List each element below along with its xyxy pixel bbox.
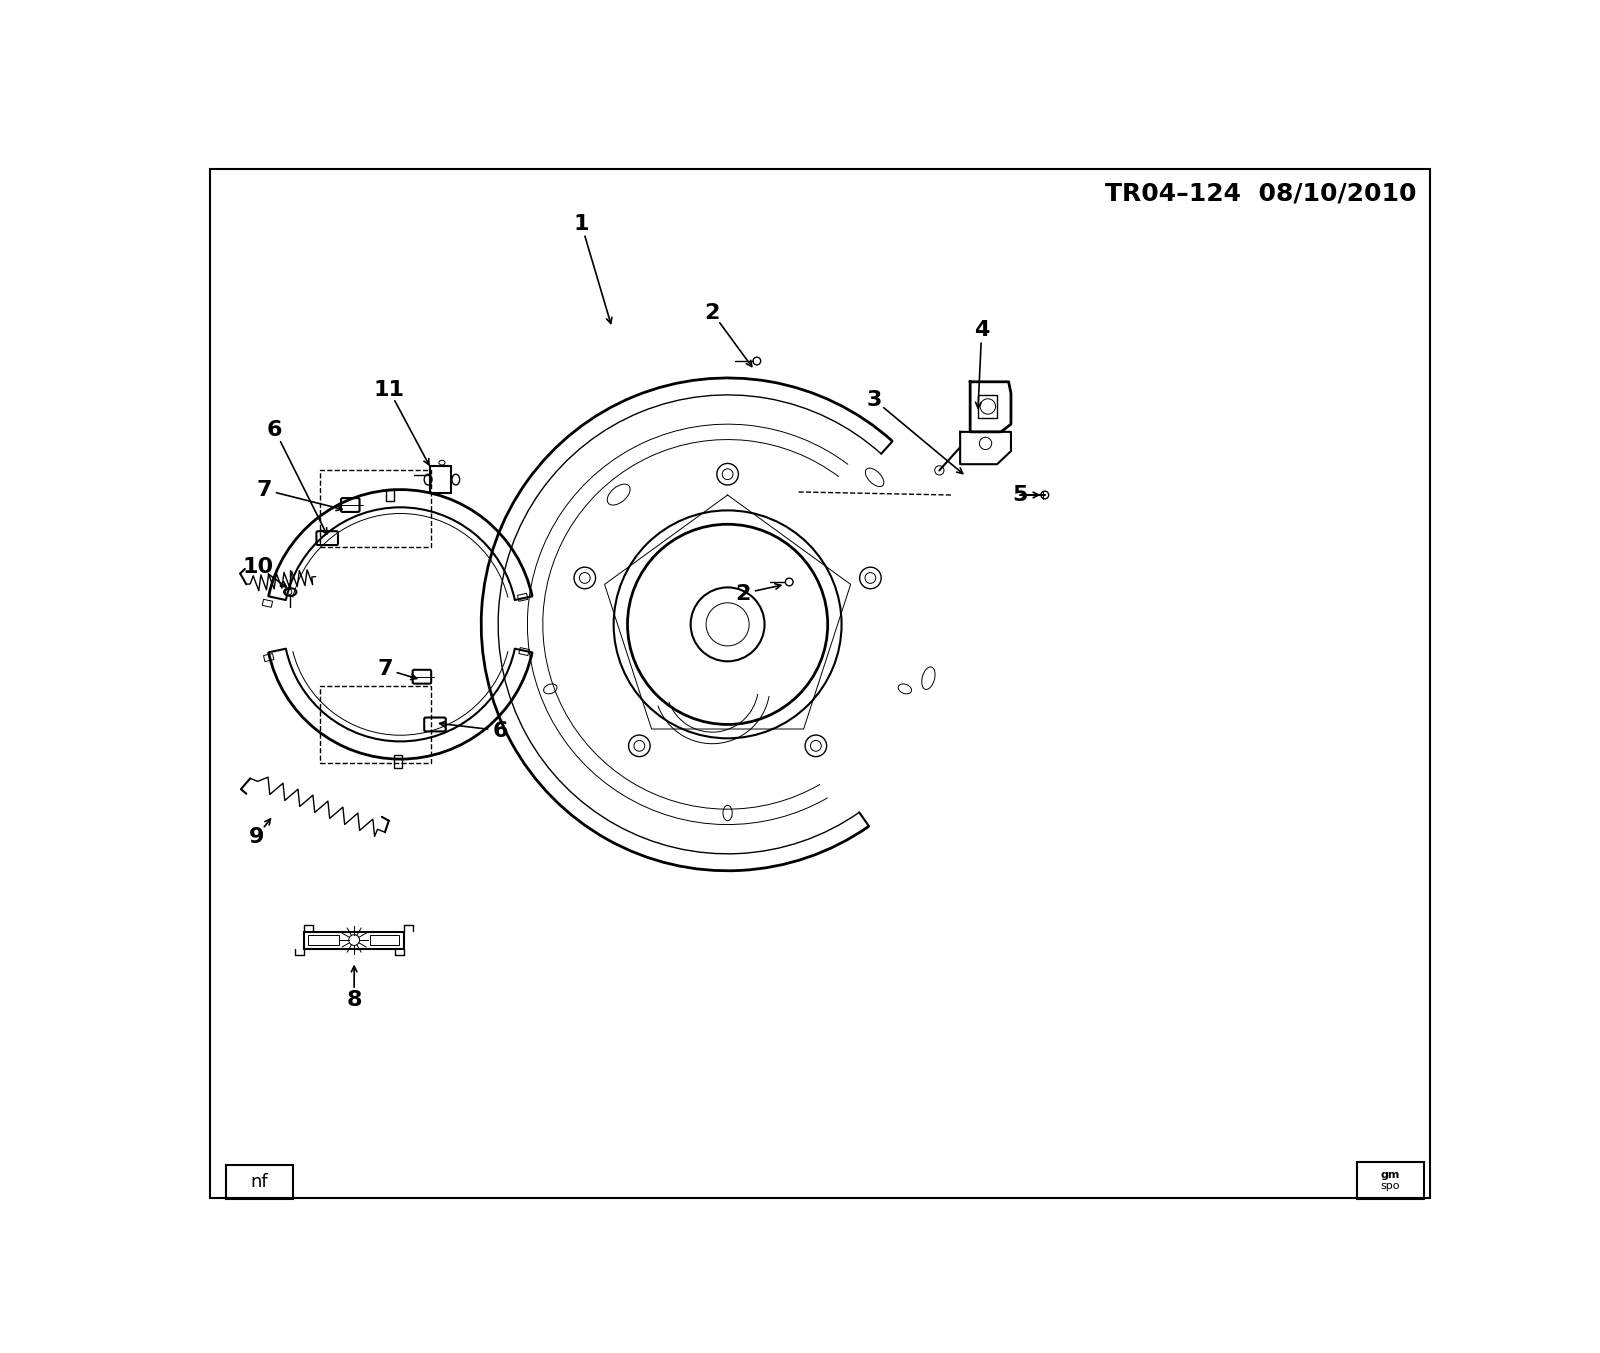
Text: 10: 10 [242, 556, 274, 576]
Bar [370, 935, 398, 946]
Text: 1: 1 [573, 214, 589, 234]
Bar [320, 471, 430, 548]
Bar [226, 1165, 293, 1199]
Bar [978, 395, 997, 418]
Bar [304, 932, 405, 948]
Text: gm: gm [1381, 1170, 1400, 1180]
Circle shape [754, 357, 760, 365]
Bar [307, 935, 339, 946]
Text: 11: 11 [373, 379, 405, 399]
Bar [430, 465, 451, 494]
Text: spo: spo [1381, 1181, 1400, 1191]
Bar [394, 755, 402, 767]
Bar [387, 488, 394, 501]
Text: 4: 4 [974, 321, 989, 340]
Bar [1357, 1162, 1424, 1199]
Text: 6: 6 [267, 421, 283, 440]
Text: nf: nf [251, 1173, 269, 1191]
Text: 3: 3 [866, 390, 882, 410]
Circle shape [349, 935, 360, 946]
Text: 2: 2 [704, 303, 720, 322]
Bar [262, 599, 272, 607]
Text: 8: 8 [346, 990, 362, 1011]
Text: TR04–124  08/10/2010: TR04–124 08/10/2010 [1106, 181, 1416, 206]
Text: 7: 7 [378, 659, 392, 679]
Text: 2: 2 [736, 583, 750, 603]
Bar [518, 648, 530, 656]
Text: 6: 6 [493, 721, 509, 740]
Text: 9: 9 [248, 827, 264, 847]
Bar [264, 653, 274, 662]
Text: 7: 7 [256, 479, 272, 499]
Bar [517, 594, 528, 601]
Text: 5: 5 [1013, 484, 1027, 505]
Circle shape [786, 578, 794, 586]
Bar [320, 686, 430, 763]
